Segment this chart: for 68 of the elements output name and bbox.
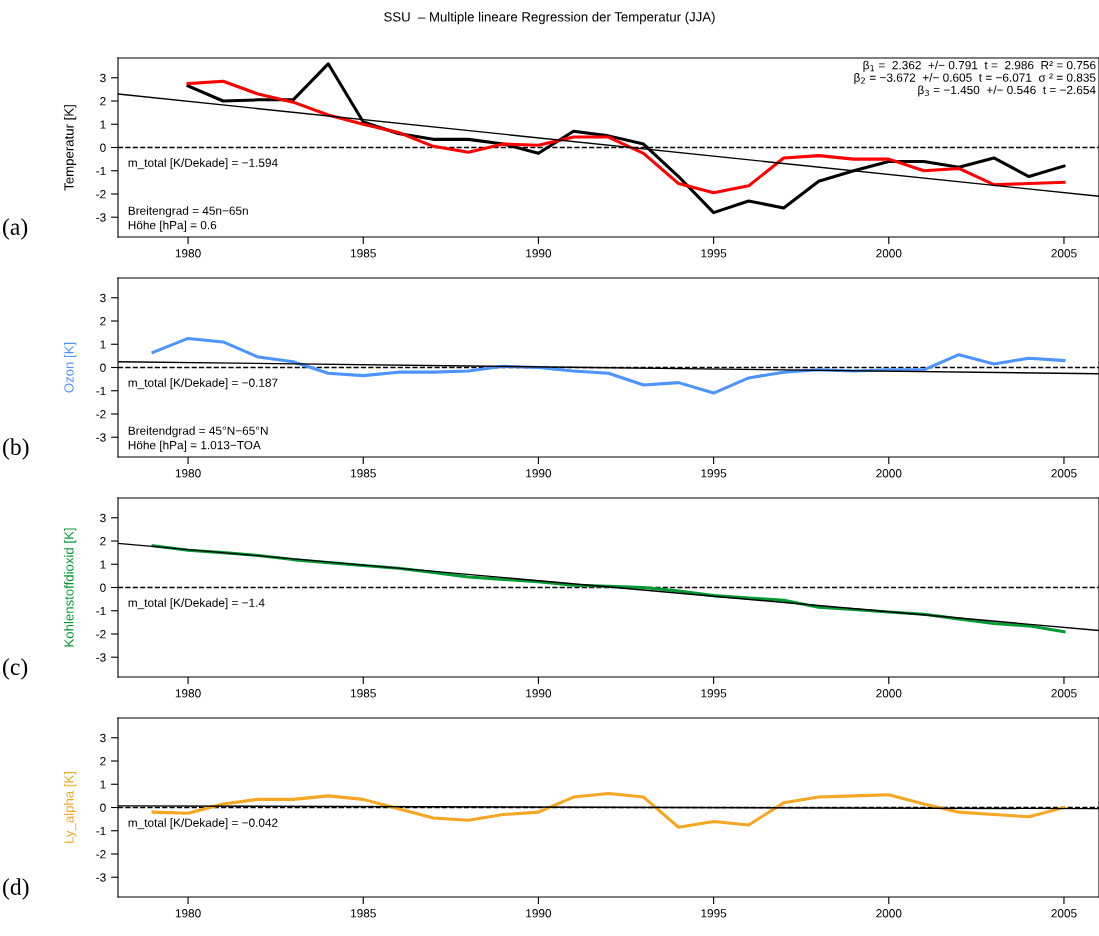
y-tick-label: 1: [100, 560, 106, 569]
y-tick-label: -1: [96, 386, 106, 396]
x-tick-label: 1985: [351, 249, 376, 258]
y-tick-label: 0: [100, 803, 106, 812]
y-tick-label: -2: [96, 190, 106, 199]
y-tick-label: 2: [100, 97, 106, 106]
x-tick-label: 1980: [175, 689, 201, 698]
x-tick-label: 2005: [1051, 249, 1077, 258]
y-axis-title: Ozon [K]: [63, 342, 77, 393]
annotation: m_total [K/Dekade] = −0.187: [128, 378, 278, 390]
y-axis-title: Kohlenstoffdioxid [K]: [63, 528, 77, 647]
y-tick-label: -3: [96, 213, 106, 222]
y-tick-label: 0: [100, 143, 106, 152]
y-tick-label: 3: [100, 513, 106, 523]
text: (a): [3, 218, 28, 240]
x-tick-label: 2000: [876, 909, 902, 918]
text: β$_{1}$ = 2.362 +/− 0.791 t = 2.986 R² = 0.756 β$_{2}$ = −3.672 +/− 0.605 t = −6.071 σ ² = 0.835 β$_{3}$ = −1.450 +/− 0.546 t = −2.654: [854, 60, 1096, 97]
y-tick-label: -1: [96, 606, 106, 616]
y-tick-label: 1: [100, 120, 106, 129]
x-tick-label: 1980: [175, 249, 201, 258]
x-tick-label: 1990: [526, 909, 552, 918]
x-tick-label: 1985: [351, 689, 376, 698]
y-tick-label: 2: [100, 757, 106, 766]
annotation: m_total [K/Dekade] = −0.042: [128, 818, 278, 830]
y-tick-label: -2: [96, 630, 106, 639]
y-tick-label: 3: [100, 73, 106, 83]
x-tick-label: 2000: [876, 689, 902, 698]
text: (d): [3, 878, 29, 900]
y-tick-label: -1: [96, 166, 106, 176]
chart-title: SSU – Multiple lineare Regression der Temperatur (JJA): [384, 11, 715, 25]
x-tick-label: 1995: [701, 249, 727, 258]
y-tick-label: -1: [96, 826, 106, 836]
y-tick-label: 1: [100, 780, 106, 789]
y-tick-label: -3: [96, 653, 106, 662]
y-tick-label: 3: [100, 293, 106, 303]
y-tick-label: 1: [100, 340, 106, 349]
y-tick-label: -3: [96, 873, 106, 882]
x-tick-label: 1995: [701, 909, 727, 918]
y-tick-label: 2: [100, 317, 106, 326]
x-tick-label: 1985: [351, 909, 376, 918]
y-tick-label: -2: [96, 410, 106, 419]
y-axis-title: Temperatur [K]: [63, 105, 77, 191]
y-tick-label: 0: [100, 363, 106, 372]
x-tick-label: 1985: [351, 469, 376, 478]
x-tick-label: 2000: [876, 249, 902, 258]
text: (c): [3, 658, 28, 680]
x-tick-label: 2005: [1051, 689, 1077, 698]
y-tick-label: 3: [100, 733, 106, 743]
y-tick-label: -3: [96, 433, 106, 442]
annotation: m_total [K/Dekade] = −1.4: [128, 598, 265, 610]
annotation: m_total [K/Dekade] = −1.594: [128, 158, 278, 170]
y-axis-title: Ly_alpha [K]: [63, 772, 77, 843]
x-tick-label: 2005: [1051, 469, 1077, 478]
x-tick-label: 1990: [526, 469, 552, 478]
y-tick-label: 0: [100, 583, 106, 592]
y-tick-label: -2: [96, 850, 106, 859]
y-tick-label: 2: [100, 537, 106, 546]
x-tick-label: 1980: [175, 469, 201, 478]
text: (b): [3, 438, 29, 460]
x-tick-label: 1990: [526, 689, 552, 698]
x-tick-label: 1995: [701, 469, 727, 478]
x-tick-label: 2005: [1051, 909, 1077, 918]
annotation: Breitendgrad = 45°N−65°N Höhe [hPa] = 1.013−TOA: [128, 426, 268, 452]
x-tick-label: 2000: [876, 469, 902, 478]
x-tick-label: 1990: [526, 249, 552, 258]
x-tick-label: 1995: [701, 689, 727, 698]
x-tick-label: 1980: [175, 909, 201, 918]
annotation: Breitengrad = 45n−65n Höhe [hPa] = 0.6: [128, 206, 248, 232]
